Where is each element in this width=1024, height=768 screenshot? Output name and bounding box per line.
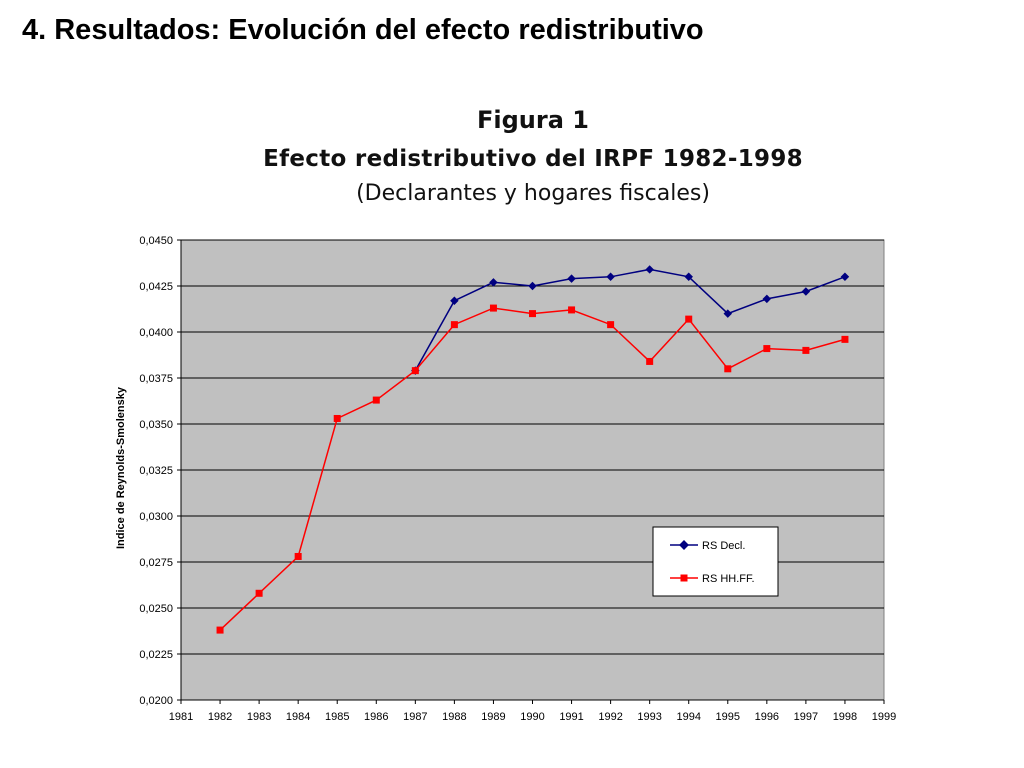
legend-marker-rs-hhff [680, 574, 688, 582]
x-tick-label: 1988 [442, 711, 466, 723]
data-point [372, 396, 380, 404]
data-point [763, 345, 771, 353]
data-point [685, 315, 693, 323]
data-point [801, 287, 811, 296]
x-tick-label: 1982 [208, 711, 232, 723]
series-layer [216, 265, 850, 634]
data-point [762, 294, 772, 304]
data-point [607, 321, 615, 329]
data-point [840, 272, 850, 282]
y-tick-label: 0,0400 [139, 327, 173, 339]
x-tick-label: 1987 [403, 711, 427, 723]
data-point [724, 365, 732, 373]
x-tick-label: 1994 [676, 711, 700, 723]
axes [177, 239, 885, 704]
figure-title: Efecto redistributivo del IRPF 1982-1998 [263, 146, 803, 172]
legend-marker-rs-decl [679, 540, 689, 550]
x-tick-label: 1989 [481, 711, 505, 723]
x-tick-label: 1996 [755, 711, 779, 723]
data-point [802, 346, 810, 354]
data-point [568, 306, 576, 314]
y-tick-label: 0,0250 [139, 603, 173, 615]
x-tick-label: 1993 [637, 711, 661, 723]
y-tick-label: 0,0300 [139, 511, 173, 523]
slide-title: 4. Resultados: Evolución del efecto redi… [22, 14, 704, 46]
data-point [528, 281, 537, 291]
y-tick-label: 0,0325 [139, 465, 173, 477]
y-axis-label: Indice de Reynolds-Smolensky [115, 386, 127, 549]
x-tick-label: 1998 [833, 711, 857, 723]
x-tick-label: 1985 [325, 711, 349, 723]
x-tick-labels: 1981 1982 1983 1984 1985 1986 1987 1988 1989 1990… [169, 711, 896, 723]
legend-label-rs-hhff: RS HH.FF. [702, 573, 755, 585]
data-point [529, 310, 536, 318]
gridlines [181, 239, 884, 655]
x-tick-label: 1983 [247, 711, 271, 723]
y-tick-label: 0,0225 [139, 649, 173, 661]
x-tick-label: 1991 [559, 711, 583, 723]
data-point [489, 304, 497, 312]
y-tick-label: 0,0350 [139, 419, 173, 431]
data-point [684, 272, 693, 282]
x-tick-label: 1997 [794, 711, 818, 723]
y-tick-label: 0,0450 [139, 235, 173, 247]
data-point [294, 552, 302, 560]
data-point [723, 309, 733, 318]
y-tick-label: 0,0275 [139, 557, 173, 569]
data-point [411, 367, 419, 375]
series-line [414, 268, 846, 371]
series-1 [216, 304, 849, 634]
legend: RS Decl. RS HH.FF. [652, 526, 779, 597]
data-point [606, 272, 615, 282]
y-tick-labels: 0,0200 0,0225 0,0250 0,0275 0,0300 0,0325 0,03… [139, 235, 173, 707]
x-tick-label: 1981 [169, 711, 193, 723]
figure-subtitle: (Declarantes y hogares fiscales) [356, 181, 710, 206]
data-point [646, 357, 654, 365]
y-tick-label: 0,0200 [139, 695, 173, 707]
data-point [489, 278, 498, 287]
y-tick-label: 0,0375 [139, 373, 173, 385]
data-point [567, 274, 576, 283]
data-point [645, 265, 654, 274]
x-tick-label: 1984 [286, 711, 310, 723]
legend-label-rs-decl: RS Decl. [702, 540, 745, 552]
x-tick-label: 1992 [598, 711, 622, 723]
data-point [333, 414, 341, 422]
data-point [450, 321, 458, 329]
x-tick-label: 1990 [520, 711, 544, 723]
legend-box [652, 526, 779, 597]
data-point [841, 335, 849, 343]
data-point [255, 589, 263, 597]
data-point [216, 626, 224, 634]
x-tick-label: 1986 [364, 711, 388, 723]
x-tick-label: 1999 [872, 711, 896, 723]
data-point [450, 296, 459, 305]
x-tick-label: 1995 [716, 711, 740, 723]
figure-label: Figura 1 [477, 106, 589, 134]
y-tick-label: 0,0425 [139, 281, 173, 293]
